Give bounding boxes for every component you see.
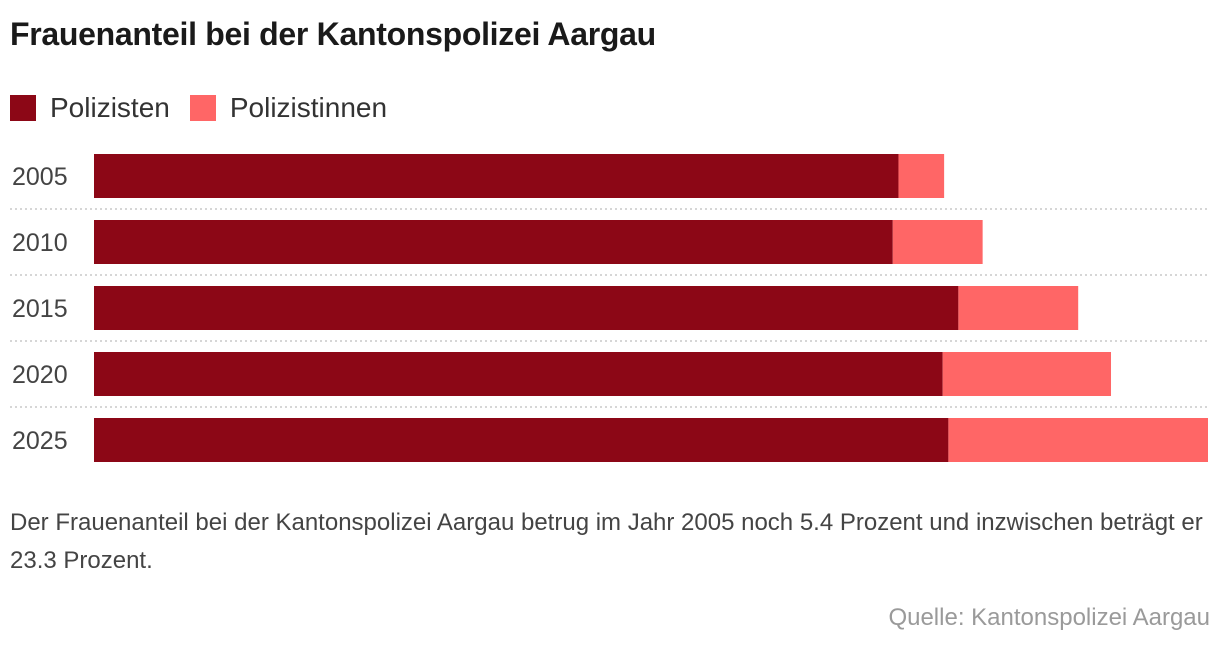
legend-item-polizisten: Polizisten: [10, 92, 170, 124]
bar-polizisten-2020: [94, 352, 943, 396]
bar-polizistinnen-2025: [948, 418, 1208, 462]
bar-polizisten-2010: [94, 220, 893, 264]
bar-polizistinnen-2005: [898, 154, 945, 198]
bar-polizisten-2015: [94, 286, 959, 330]
chart-description: Der Frauenanteil bei der Kantonspolizei …: [10, 509, 1203, 574]
legend-label-polizisten: Polizisten: [50, 92, 170, 123]
bar-polizisten-2005: [94, 154, 899, 198]
stacked-bar-chart: 2005 2010 2015 2020 2025: [10, 154, 1208, 462]
category-label-2010: 2010: [12, 229, 68, 257]
legend-swatch-polizistinnen: [189, 95, 216, 121]
legend-item-polizistinnen: Polizistinnen: [189, 92, 388, 124]
legend-label-polizistinnen: Polizistinnen: [229, 92, 388, 123]
category-label-2005: 2005: [12, 163, 68, 191]
category-label-2015: 2015: [12, 295, 68, 323]
bar-polizistinnen-2010: [892, 220, 983, 264]
bar-polizistinnen-2015: [958, 286, 1079, 330]
category-label-2020: 2020: [12, 361, 68, 389]
bar-polizisten-2025: [94, 418, 949, 462]
legend-swatch-polizisten: [10, 95, 36, 121]
chart-title: Frauenanteil bei der Kantonspolizei Aarg…: [10, 16, 656, 52]
category-label-2025: 2025: [12, 427, 68, 455]
source-note: Quelle: Kantonspolizei Aargau: [888, 604, 1210, 631]
chart-legend: Polizisten Polizistinnen: [10, 90, 387, 126]
bar-polizistinnen-2020: [942, 352, 1112, 396]
